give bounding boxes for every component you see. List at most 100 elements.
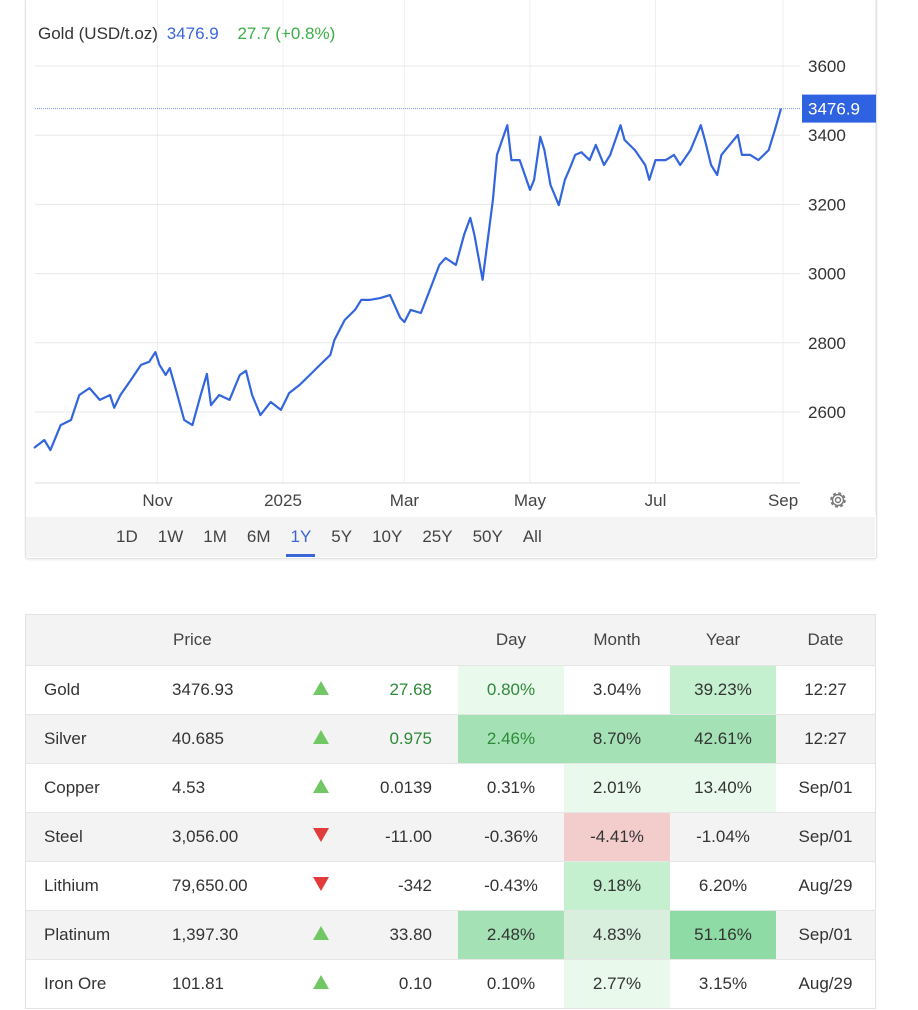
range-button-1d[interactable]: 1D — [116, 527, 138, 546]
price-cell: 101.81 — [172, 959, 292, 1009]
year-pct-cell: 39.23% — [670, 665, 776, 715]
change-cell: 33.80 — [350, 910, 458, 960]
month-pct-cell: 2.77% — [564, 959, 670, 1009]
range-button-25y[interactable]: 25Y — [422, 527, 453, 546]
table-row[interactable]: Iron Ore 101.81 0.10 0.10% 2.77% 3.15% Aug/29 — [25, 959, 876, 1009]
commodity-name[interactable]: Steel — [25, 812, 172, 862]
month-pct-cell: 8.70% — [564, 714, 670, 764]
column-header-date[interactable]: Date — [776, 614, 876, 666]
down-arrow-icon — [313, 828, 329, 842]
column-header-blank3[interactable] — [350, 614, 458, 666]
range-button-5y[interactable]: 5Y — [331, 527, 353, 546]
range-button-10y[interactable]: 10Y — [372, 527, 403, 546]
price-cell: 4.53 — [172, 763, 292, 813]
x-tick-label: Nov — [142, 491, 173, 510]
date-cell: 12:27 — [776, 714, 876, 764]
date-cell: Sep/01 — [776, 910, 876, 960]
direction-cell — [292, 763, 350, 813]
column-header-blank2[interactable] — [292, 614, 350, 666]
day-pct-cell: -0.43% — [458, 861, 564, 911]
column-header-price[interactable]: Price — [172, 614, 292, 666]
direction-cell — [292, 665, 350, 715]
up-arrow-icon — [313, 730, 329, 744]
year-pct-cell: -1.04% — [670, 812, 776, 862]
y-tick-label: 2600 — [808, 403, 846, 422]
instrument-name: Gold (USD/t.oz) — [38, 24, 158, 43]
column-header-blank0[interactable] — [25, 614, 172, 666]
day-pct-cell: -0.36% — [458, 812, 564, 862]
date-cell: Sep/01 — [776, 763, 876, 813]
commodity-name[interactable]: Gold — [25, 665, 172, 715]
up-arrow-icon — [313, 681, 329, 695]
price-cell: 3,056.00 — [172, 812, 292, 862]
change-cell: 27.68 — [350, 665, 458, 715]
date-cell: Aug/29 — [776, 959, 876, 1009]
commodity-name[interactable]: Silver — [25, 714, 172, 764]
y-tick-label: 3200 — [808, 195, 846, 214]
table-row[interactable]: Gold 3476.93 27.68 0.80% 3.04% 39.23% 12:27 — [25, 665, 876, 715]
up-arrow-icon — [313, 926, 329, 940]
commodity-name[interactable]: Platinum — [25, 910, 172, 960]
range-button-1w[interactable]: 1W — [157, 527, 184, 546]
range-button-all[interactable]: All — [522, 527, 542, 546]
commodity-name[interactable]: Iron Ore — [25, 959, 172, 1009]
year-pct-cell: 13.40% — [670, 763, 776, 813]
commodity-name[interactable]: Copper — [25, 763, 172, 813]
column-header-year[interactable]: Year — [670, 614, 776, 666]
direction-cell — [292, 714, 350, 764]
table-row[interactable]: Copper 4.53 0.0139 0.31% 2.01% 13.40% Sep/01 — [25, 763, 876, 813]
price-cell: 1,397.30 — [172, 910, 292, 960]
price-change: 27.7 (+0.8%) — [237, 24, 336, 43]
day-pct-cell: 0.31% — [458, 763, 564, 813]
direction-cell — [292, 910, 350, 960]
table-header: Price Day Month Year Date — [25, 614, 876, 666]
table-row[interactable]: Lithium 79,650.00 -342 -0.43% 9.18% 6.20% Aug/… — [25, 861, 876, 911]
gold-price-line — [33, 108, 783, 452]
date-cell: Aug/29 — [776, 861, 876, 911]
commodity-name[interactable]: Lithium — [25, 861, 172, 911]
day-pct-cell: 2.46% — [458, 714, 564, 764]
year-pct-cell: 3.15% — [670, 959, 776, 1009]
x-tick-label: Jul — [645, 491, 667, 510]
month-pct-cell: 9.18% — [564, 861, 670, 911]
x-tick-label: Sep — [768, 491, 798, 510]
range-button-1m[interactable]: 1M — [203, 527, 227, 546]
month-pct-cell: 3.04% — [564, 665, 670, 715]
month-pct-cell: 4.83% — [564, 910, 670, 960]
price-cell: 40.685 — [172, 714, 292, 764]
change-cell: -342 — [350, 861, 458, 911]
day-pct-cell: 0.80% — [458, 665, 564, 715]
y-tick-label: 3000 — [808, 265, 846, 284]
change-cell: -11.00 — [350, 812, 458, 862]
range-button-50y[interactable]: 50Y — [472, 527, 503, 546]
table-row[interactable]: Platinum 1,397.30 33.80 2.48% 4.83% 51.16% Sep… — [25, 910, 876, 960]
y-tick-label: 3600 — [808, 57, 846, 76]
chart-header: Gold (USD/t.oz) 3476.9 27.7 (+0.8%) — [38, 24, 335, 44]
direction-cell — [292, 812, 350, 862]
table-row[interactable]: Silver 40.685 0.975 2.46% 8.70% 42.61% 12:27 — [25, 714, 876, 764]
price-cell: 3476.93 — [172, 665, 292, 715]
change-cell: 0.975 — [350, 714, 458, 764]
change-cell: 0.10 — [350, 959, 458, 1009]
range-button-1y[interactable]: 1Y — [280, 517, 321, 557]
price-chart[interactable]: Nov 2025 Mar May Jul Sep 2600 2800 3000 3200 3400 3… — [0, 0, 918, 515]
year-pct-cell: 6.20% — [670, 861, 776, 911]
change-cell: 0.0139 — [350, 763, 458, 813]
x-tick-label: Mar — [390, 491, 420, 510]
last-price-label: 3476.9 — [808, 100, 860, 119]
x-tick-label: 2025 — [264, 491, 302, 510]
last-price-badge — [802, 94, 876, 123]
year-pct-cell: 51.16% — [670, 910, 776, 960]
date-cell: Sep/01 — [776, 812, 876, 862]
y-tick-label: 3400 — [808, 126, 846, 145]
column-header-day[interactable]: Day — [458, 614, 564, 666]
down-arrow-icon — [313, 877, 329, 891]
settings-gear-icon[interactable] — [826, 488, 850, 512]
range-selector: 1D 1W 1M 6M 1Y 5Y 10Y 25Y 50Y All — [26, 517, 875, 557]
range-button-6m[interactable]: 6M — [246, 527, 271, 546]
day-pct-cell: 2.48% — [458, 910, 564, 960]
column-header-month[interactable]: Month — [564, 614, 670, 666]
year-pct-cell: 42.61% — [670, 714, 776, 764]
direction-cell — [292, 959, 350, 1009]
table-row[interactable]: Steel 3,056.00 -11.00 -0.36% -4.41% -1.04% Sep… — [25, 812, 876, 862]
